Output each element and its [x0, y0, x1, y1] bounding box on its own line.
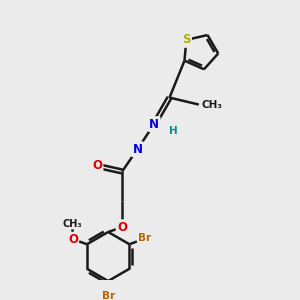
Text: S: S	[182, 33, 190, 46]
Text: CH₃: CH₃	[63, 219, 82, 229]
Text: O: O	[117, 221, 127, 234]
Text: H: H	[169, 126, 178, 136]
Text: N: N	[149, 118, 159, 130]
Text: O: O	[68, 233, 78, 246]
Text: O: O	[92, 159, 102, 172]
Text: Br: Br	[138, 233, 151, 243]
Text: Br: Br	[102, 291, 115, 300]
Text: N: N	[133, 143, 142, 156]
Text: CH₃: CH₃	[201, 100, 222, 110]
